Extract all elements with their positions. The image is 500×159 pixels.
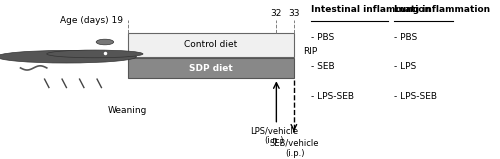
Bar (128, 58, 294, 78)
Text: LPS/vehicle
(i.n.): LPS/vehicle (i.n.) (250, 126, 298, 145)
Text: - LPS-SEB: - LPS-SEB (312, 92, 354, 101)
Text: RIP: RIP (304, 47, 318, 56)
Text: Lung inflammation: Lung inflammation (394, 5, 490, 14)
Text: - LPS-SEB: - LPS-SEB (394, 92, 438, 101)
Text: Intestinal inflammation: Intestinal inflammation (312, 5, 432, 14)
Text: Age (days) 19: Age (days) 19 (60, 16, 124, 25)
Text: 33: 33 (288, 8, 300, 17)
Text: - PBS: - PBS (312, 33, 334, 42)
Text: - LPS: - LPS (394, 62, 416, 71)
Text: - SEB: - SEB (312, 62, 335, 71)
Text: 32: 32 (270, 8, 282, 17)
Text: Control diet: Control diet (184, 40, 238, 49)
Text: - PBS: - PBS (394, 33, 417, 42)
Bar (128, 33, 294, 57)
Ellipse shape (47, 50, 143, 58)
Ellipse shape (0, 50, 136, 63)
Text: SEB/vehicle
(i.p.): SEB/vehicle (i.p.) (270, 139, 320, 158)
Text: Weaning: Weaning (108, 106, 148, 115)
Text: SDP diet: SDP diet (189, 64, 232, 73)
Ellipse shape (96, 39, 114, 45)
